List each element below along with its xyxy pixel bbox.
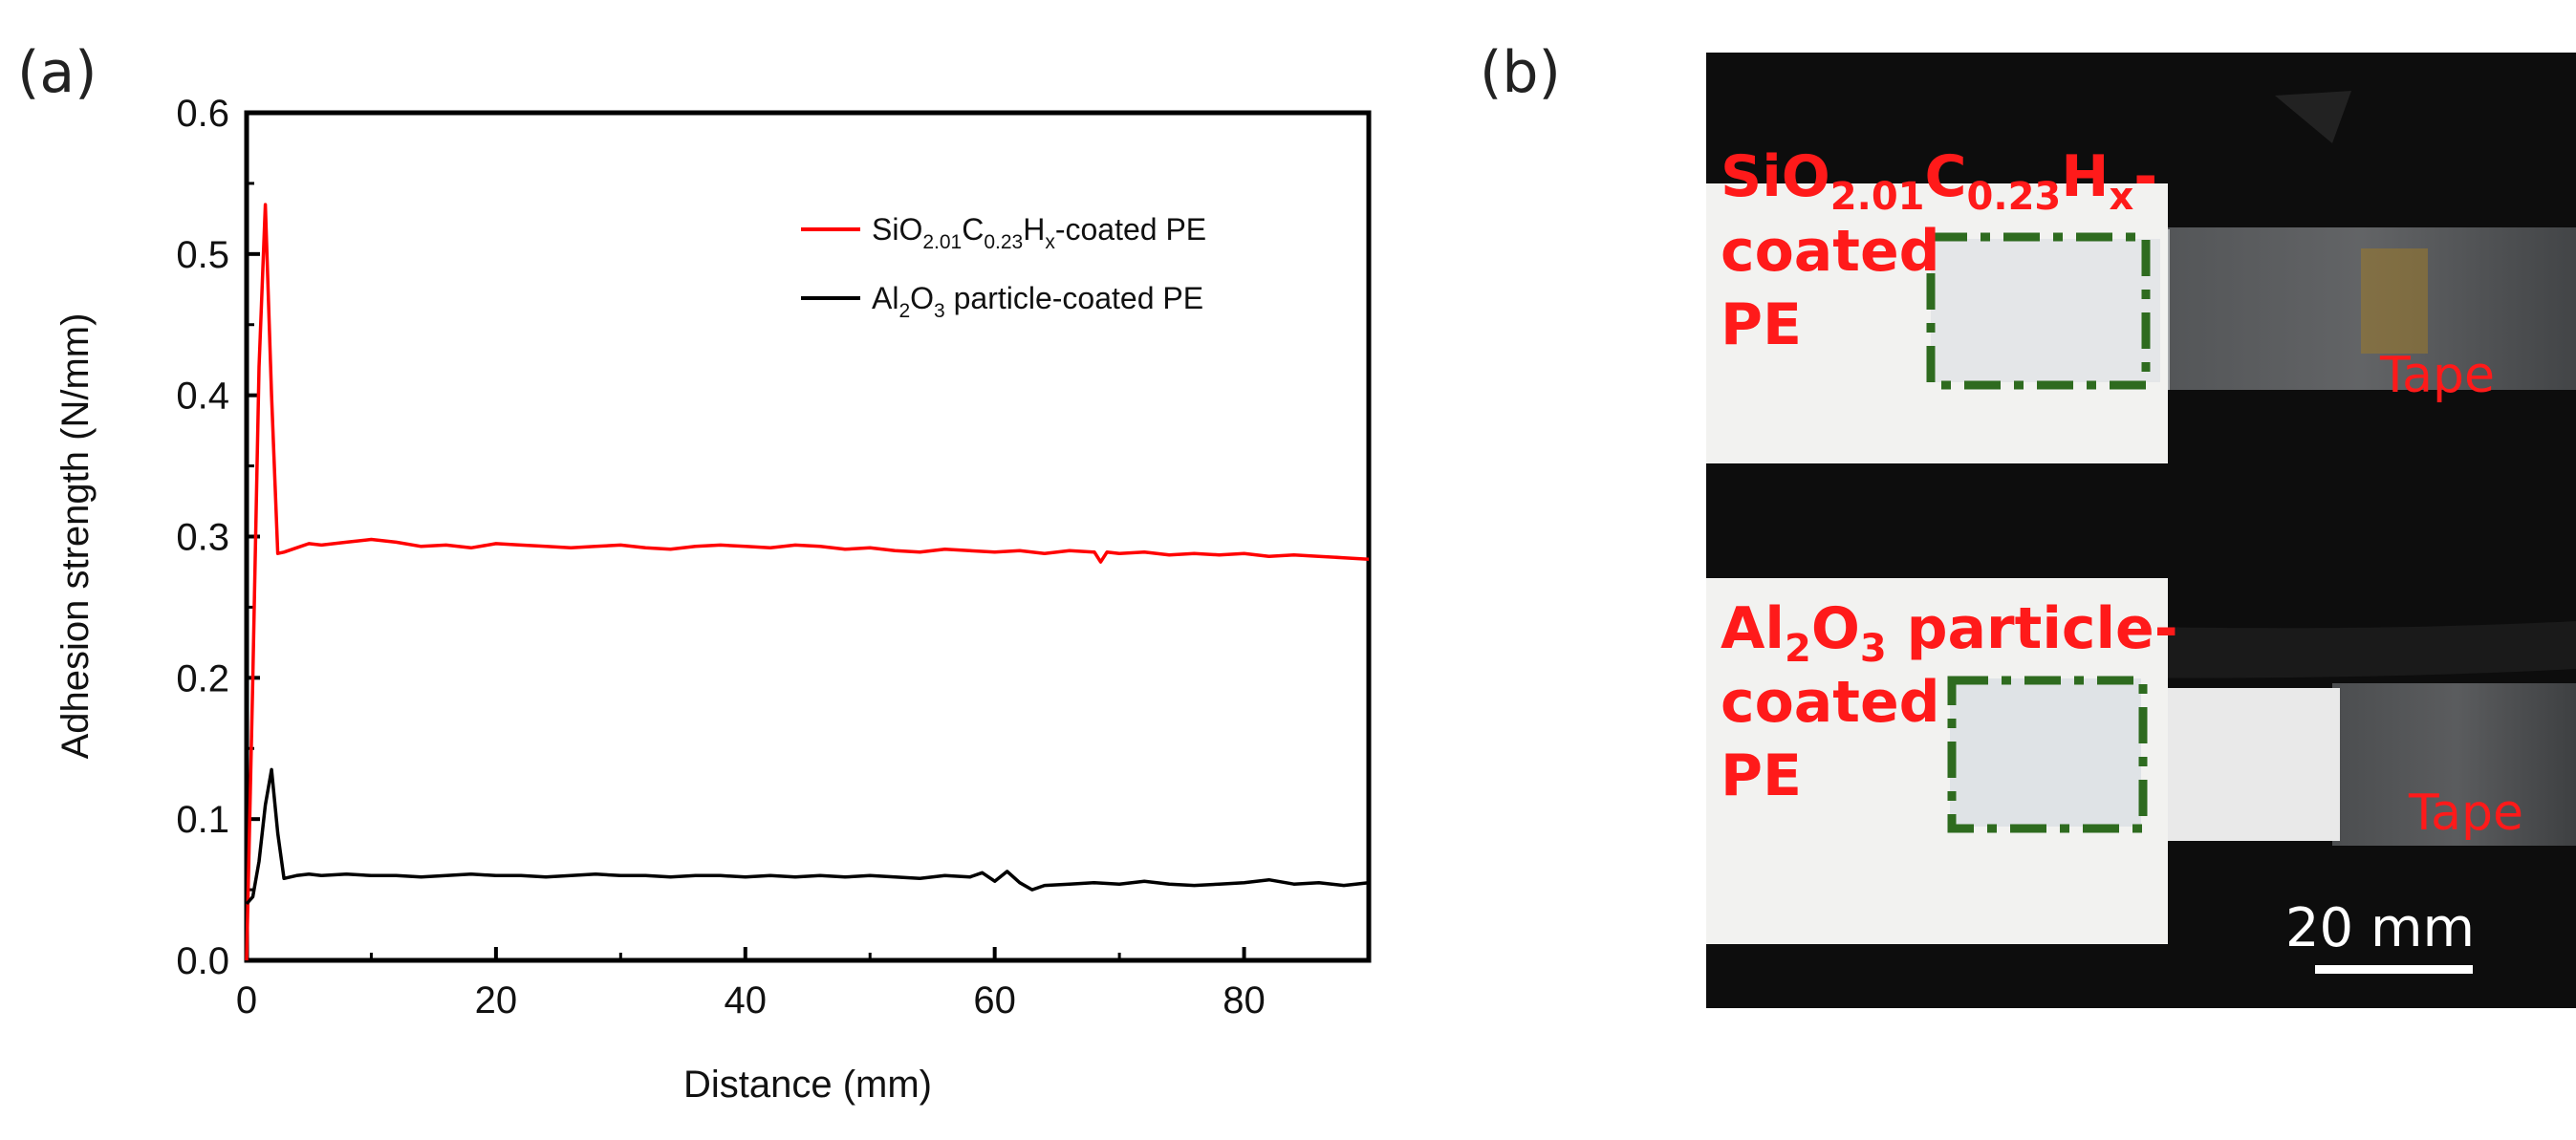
photo-label-top-line3: PE xyxy=(1721,291,1802,358)
x-tick-label: 40 xyxy=(725,979,768,1022)
adhesion-chart: 0 20 40 60 80 0.0 0.1 0.2 0.3 0.4 0.5 0.6 Distance… xyxy=(54,93,1372,1106)
y-ticks: 0.0 0.1 0.2 0.3 0.4 0.5 0.6 xyxy=(176,93,260,982)
peel-box-top xyxy=(1926,232,2151,390)
peel-test-photo: SiO2.01C0.23Hx- coated PE Al2O3 particle… xyxy=(1706,53,2576,1008)
y-axis-title: Adhesion strength (N/mm) xyxy=(54,313,97,760)
x-ticks: 0 20 40 60 80 xyxy=(236,947,1266,1022)
peeled-area-bottom xyxy=(1950,678,2141,827)
x-axis-title: Distance (mm) xyxy=(683,1064,932,1106)
panel-label-a: (a) xyxy=(17,39,97,106)
x-tick-label: 80 xyxy=(1223,979,1266,1022)
tape-label-bottom: Tape xyxy=(2408,785,2523,842)
panel-label-b: (b) xyxy=(1480,39,1561,106)
tape-strip-bottom xyxy=(2332,683,2576,846)
x-tick-label: 20 xyxy=(475,979,518,1022)
x-tick-label: 60 xyxy=(973,979,1016,1022)
transferred-coating xyxy=(2158,688,2340,841)
x-tick-label: 0 xyxy=(236,979,257,1022)
peel-box-bottom xyxy=(1947,676,2148,833)
photo-label-bottom-line1: Al2O3 particle- xyxy=(1721,595,2178,671)
photo-label-top-line2: coated xyxy=(1721,218,1940,285)
tape-label-top: Tape xyxy=(2379,347,2495,404)
scale-bar xyxy=(2315,965,2473,974)
pe-film-bottom xyxy=(1706,578,2168,944)
series-line-al2o3 xyxy=(245,767,1370,906)
legend-label-sio: SiO2.01C0.23Hx-coated PE xyxy=(872,212,1206,253)
y-tick-label: 0.6 xyxy=(176,93,229,135)
scale-bar-label: 20 mm xyxy=(2285,897,2475,959)
y-tick-label: 0.4 xyxy=(176,376,229,418)
peeled-area-top xyxy=(1931,239,2160,382)
y-tick-label: 0.3 xyxy=(176,517,229,559)
tape-strip-top xyxy=(2141,227,2576,390)
y-tick-label: 0.0 xyxy=(176,940,229,982)
legend-label-al2o3: Al2O3 particle-coated PE xyxy=(872,281,1203,322)
photo-label-bottom-line2: coated xyxy=(1721,669,1940,736)
legend: SiO2.01C0.23Hx-coated PE Al2O3 particle-… xyxy=(801,212,1206,322)
photo-label-top-line1: SiO2.01C0.23Hx- xyxy=(1721,143,2157,219)
series-lines xyxy=(245,203,1370,961)
y-tick-label: 0.1 xyxy=(176,799,229,841)
y-tick-label: 0.5 xyxy=(176,234,229,276)
surface-scratch xyxy=(2275,91,2351,143)
y-tick-label: 0.2 xyxy=(176,657,229,699)
series-line-sio xyxy=(245,203,1370,961)
tape-stain xyxy=(2361,248,2428,354)
photo-label-bottom-line3: PE xyxy=(1721,742,1802,809)
